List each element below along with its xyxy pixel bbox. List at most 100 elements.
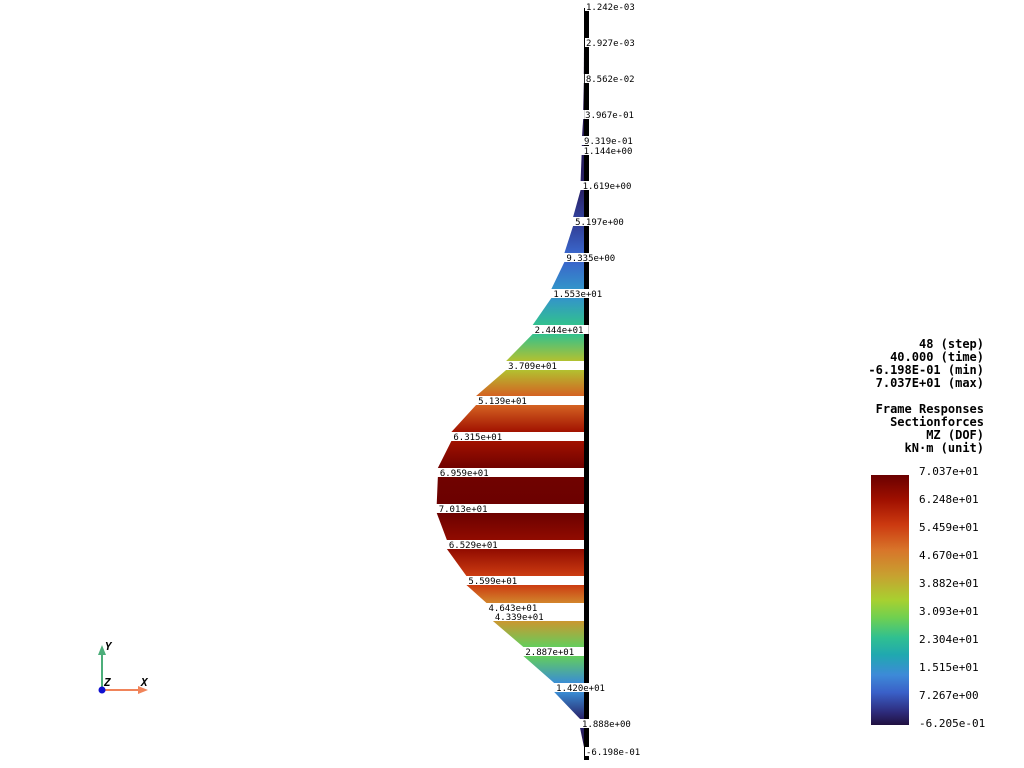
section-value-label: 9.319e-01 xyxy=(584,137,633,147)
section-label-bg xyxy=(438,468,494,477)
section-value-label: 7.013e+01 xyxy=(439,505,488,515)
diagram-segment xyxy=(523,656,584,683)
section-label-bg xyxy=(467,576,523,585)
diagram-segment xyxy=(532,298,584,325)
legend-tick-label: 3.093e+01 xyxy=(919,605,979,618)
y-axis-arrow-icon xyxy=(98,645,106,655)
response-panel: Frame Responses Sectionforces MZ (DOF) k… xyxy=(876,403,984,455)
section-value-label: 6.959e+01 xyxy=(440,469,489,479)
section-value-label: 1.553e+01 xyxy=(553,290,602,300)
diagram-segment xyxy=(506,334,584,361)
section-label-bg xyxy=(565,253,621,262)
section-label-bg xyxy=(584,38,641,47)
section-label-bg xyxy=(574,217,630,226)
section-value-label: 6.529e+01 xyxy=(449,541,498,551)
section-label-bg xyxy=(507,361,563,370)
x-axis-label: X xyxy=(140,676,149,689)
diagram-segment xyxy=(581,145,584,146)
section-value-label: 1.242e-03 xyxy=(586,3,635,13)
frame-element xyxy=(584,8,589,760)
section-value-label: 2.887e+01 xyxy=(525,648,574,658)
legend-tick-label: -6.205e-01 xyxy=(919,717,986,730)
diagram-segment xyxy=(573,190,584,217)
diagram-segment xyxy=(554,692,584,719)
diagram-segment xyxy=(476,370,584,396)
response-title: Frame Responses xyxy=(875,402,984,416)
section-value-label: 1.888e+00 xyxy=(582,720,631,730)
time-text: 40.000 (time) xyxy=(890,350,984,364)
section-label-bg xyxy=(452,432,508,441)
section-value-label: 4.339e+01 xyxy=(495,613,544,623)
step-text: 48 (step) xyxy=(918,337,984,351)
diagram-segment xyxy=(551,262,584,289)
section-label-bg xyxy=(477,396,533,405)
diagram-segment xyxy=(436,477,584,504)
section-label-bg xyxy=(582,146,638,155)
section-label-bg xyxy=(555,683,611,692)
section-value-label: 6.315e+01 xyxy=(453,433,502,443)
section-label-bg xyxy=(584,110,640,119)
section-value-label: 4.643e+01 xyxy=(488,604,537,614)
diagram-segment xyxy=(580,155,584,181)
section-label-bg xyxy=(581,181,637,190)
diagram-segment xyxy=(446,549,584,576)
section-value-label: -6.198e-01 xyxy=(586,748,640,758)
section-value-label: 1.144e+00 xyxy=(584,147,633,157)
diagram-segment xyxy=(580,728,584,747)
section-label-bg xyxy=(584,74,640,83)
section-value-labels: 1.242e-03 2.927e-03 8.562e-02 3.967e-01 9.31… xyxy=(437,2,646,758)
section-label-bg xyxy=(585,747,646,756)
section-value-label: 1.619e+00 xyxy=(583,182,632,192)
diagram-segment xyxy=(437,441,584,468)
legend-tick-label: 5.459e+01 xyxy=(919,521,979,534)
section-label-bg xyxy=(584,2,641,11)
section-label-bg xyxy=(487,603,543,612)
diagram-segment xyxy=(466,585,584,603)
max-text: 7.037E+01 (max) xyxy=(875,376,984,390)
section-label-bg xyxy=(533,325,589,334)
axes-triad: Y X Z xyxy=(98,640,149,694)
diagram-segment xyxy=(436,513,584,540)
y-axis-label: Y xyxy=(105,640,113,653)
legend-tick-label: 3.882e+01 xyxy=(919,577,979,590)
section-value-label: 2.927e-03 xyxy=(586,39,635,49)
section-label-bg xyxy=(581,719,637,728)
legend-tick-label: 4.670e+01 xyxy=(919,549,979,562)
section-value-label: 3.967e-01 xyxy=(585,111,634,121)
section-value-label: 2.444e+01 xyxy=(535,326,584,336)
diagram-segment xyxy=(582,119,584,136)
legend-tick-label: 2.304e+01 xyxy=(919,633,979,646)
diagram-segment xyxy=(564,226,584,253)
section-label-bg xyxy=(583,136,639,145)
moment-diagram-fills xyxy=(436,11,584,747)
unit-text: kN·m (unit) xyxy=(904,441,984,455)
diagram-segment xyxy=(451,405,584,432)
x-axis-arrow-icon xyxy=(138,686,148,694)
section-value-label: 5.197e+00 xyxy=(575,218,624,228)
min-text: -6.198E-01 (min) xyxy=(868,363,984,377)
section-value-label: 8.562e-02 xyxy=(586,75,635,85)
section-label-bg xyxy=(524,647,580,656)
section-label-bg xyxy=(493,612,549,621)
section-value-label: 5.599e+01 xyxy=(468,577,517,587)
info-panel: 48 (step) 40.000 (time) -6.198E-01 (min)… xyxy=(868,338,984,390)
legend-tick-label: 1.515e+01 xyxy=(919,661,979,674)
legend-tick-label: 7.267e+00 xyxy=(919,689,979,702)
dof-text: MZ (DOF) xyxy=(926,428,984,442)
diagram-segment xyxy=(492,621,584,647)
section-value-label: 1.420e+01 xyxy=(556,684,605,694)
z-axis-dot-icon xyxy=(98,686,106,694)
section-label-bg xyxy=(447,540,503,549)
section-value-label: 5.139e+01 xyxy=(478,397,527,407)
z-axis-label: Z xyxy=(103,676,111,689)
section-value-label: 3.709e+01 xyxy=(508,362,557,372)
color-legend-bar xyxy=(871,475,909,725)
section-label-bg xyxy=(437,504,493,513)
section-value-label: 9.335e+00 xyxy=(566,254,615,264)
legend-tick-label: 6.248e+01 xyxy=(919,493,979,506)
diagram-segment xyxy=(583,83,584,110)
response-subtitle: Sectionforces xyxy=(890,415,984,429)
legend-tick-label: 7.037e+01 xyxy=(919,465,979,478)
section-label-bg xyxy=(552,289,608,298)
